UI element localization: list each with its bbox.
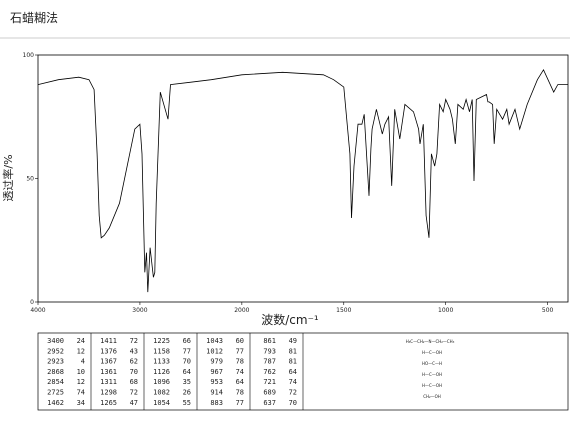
peak-transmittance: 70 xyxy=(130,368,138,376)
peak-wavenumber: 1054 xyxy=(153,399,170,407)
x-tick-label: 1500 xyxy=(336,307,351,314)
structure-label: H—C—OH xyxy=(422,383,442,388)
peak-transmittance: 70 xyxy=(289,399,297,407)
peak-transmittance: 12 xyxy=(77,378,85,386)
peak-transmittance: 35 xyxy=(183,378,191,386)
peak-transmittance: 60 xyxy=(236,337,244,345)
y-tick-label: 0 xyxy=(30,299,34,306)
peak-transmittance: 72 xyxy=(130,389,138,397)
peak-wavenumber: 2952 xyxy=(47,347,64,355)
y-tick-label: 100 xyxy=(23,52,35,59)
peak-wavenumber: 3400 xyxy=(47,337,64,345)
plot-frame xyxy=(37,54,569,303)
page-title: 石蜡糊法 xyxy=(10,10,58,25)
peak-wavenumber: 721 xyxy=(263,378,276,386)
x-tick-label: 3000 xyxy=(132,307,147,314)
peak-transmittance: 74 xyxy=(77,389,85,397)
peak-wavenumber: 2868 xyxy=(47,368,64,376)
peak-wavenumber: 1367 xyxy=(100,358,117,366)
peak-transmittance: 77 xyxy=(236,399,244,407)
y-axis-label: 透过率/% xyxy=(1,154,15,201)
peak-wavenumber: 1043 xyxy=(206,337,223,345)
peak-wavenumber: 1376 xyxy=(100,347,117,355)
peak-transmittance: 26 xyxy=(183,389,191,397)
peak-wavenumber: 914 xyxy=(210,389,223,397)
peak-transmittance: 78 xyxy=(236,358,244,366)
peak-wavenumber: 1012 xyxy=(206,347,223,355)
peak-wavenumber: 2725 xyxy=(47,389,64,397)
peak-wavenumber: 637 xyxy=(263,399,276,407)
peak-wavenumber: 1265 xyxy=(100,399,117,407)
peak-transmittance: 49 xyxy=(289,337,297,345)
peak-transmittance: 10 xyxy=(77,368,85,376)
peak-wavenumber: 979 xyxy=(210,358,223,366)
structure-label: HO—C—H xyxy=(422,361,442,366)
peak-transmittance: 81 xyxy=(289,358,297,366)
peak-wavenumber: 787 xyxy=(263,358,276,366)
peak-transmittance: 66 xyxy=(183,337,191,345)
peak-transmittance: 74 xyxy=(289,378,297,386)
spectrum-line xyxy=(37,68,568,293)
peak-transmittance: 24 xyxy=(77,337,85,345)
peak-transmittance: 34 xyxy=(77,399,85,407)
peak-transmittance: 12 xyxy=(77,347,85,355)
peak-wavenumber: 2923 xyxy=(47,358,64,366)
structure-label: H—C—OH xyxy=(422,372,442,377)
peak-wavenumber: 1096 xyxy=(153,378,170,386)
y-tick-label: 50 xyxy=(26,176,34,183)
x-axis-label: 波数/cm⁻¹ xyxy=(261,312,319,327)
peak-wavenumber: 1082 xyxy=(153,389,170,397)
peak-transmittance: 55 xyxy=(183,399,191,407)
peak-transmittance: 77 xyxy=(236,347,244,355)
peak-transmittance: 62 xyxy=(130,358,138,366)
peak-wavenumber: 762 xyxy=(263,368,276,376)
peak-transmittance: 64 xyxy=(289,368,297,376)
peak-wavenumber: 953 xyxy=(210,378,223,386)
peak-transmittance: 47 xyxy=(130,399,138,407)
peak-transmittance: 70 xyxy=(183,358,191,366)
peak-transmittance: 64 xyxy=(236,378,244,386)
peak-wavenumber: 1361 xyxy=(100,368,117,376)
peak-wavenumber: 1311 xyxy=(100,378,117,386)
peak-transmittance: 68 xyxy=(130,378,138,386)
x-tick-label: 2000 xyxy=(234,307,249,314)
peak-wavenumber: 861 xyxy=(263,337,276,345)
peak-transmittance: 81 xyxy=(289,347,297,355)
peak-transmittance: 64 xyxy=(183,368,191,376)
peak-transmittance: 43 xyxy=(130,347,138,355)
x-tick-label: 4000 xyxy=(30,307,45,314)
peak-transmittance: 4 xyxy=(81,358,85,366)
x-tick-label: 500 xyxy=(542,307,554,314)
peak-transmittance: 78 xyxy=(236,389,244,397)
structure-label: H—C—OH xyxy=(422,350,442,355)
peak-wavenumber: 1225 xyxy=(153,337,170,345)
peak-transmittance: 72 xyxy=(289,389,297,397)
peak-wavenumber: 1298 xyxy=(100,389,117,397)
structure-label: H₃C—CH₂—N—CH₂—CH₃ xyxy=(406,339,455,344)
peak-wavenumber: 2854 xyxy=(47,378,64,386)
peak-wavenumber: 967 xyxy=(210,368,223,376)
peak-wavenumber: 1462 xyxy=(47,399,64,407)
peak-wavenumber: 689 xyxy=(263,389,276,397)
peak-wavenumber: 1133 xyxy=(153,358,170,366)
structure-label: CH₂—OH xyxy=(423,394,441,399)
peak-wavenumber: 1126 xyxy=(153,368,170,376)
peak-wavenumber: 883 xyxy=(210,399,223,407)
peak-wavenumber: 1411 xyxy=(100,337,117,345)
x-tick-label: 1000 xyxy=(438,307,453,314)
peak-transmittance: 74 xyxy=(236,368,244,376)
peak-wavenumber: 793 xyxy=(263,347,276,355)
peak-transmittance: 72 xyxy=(130,337,138,345)
peak-transmittance: 77 xyxy=(183,347,191,355)
peak-wavenumber: 1158 xyxy=(153,347,170,355)
